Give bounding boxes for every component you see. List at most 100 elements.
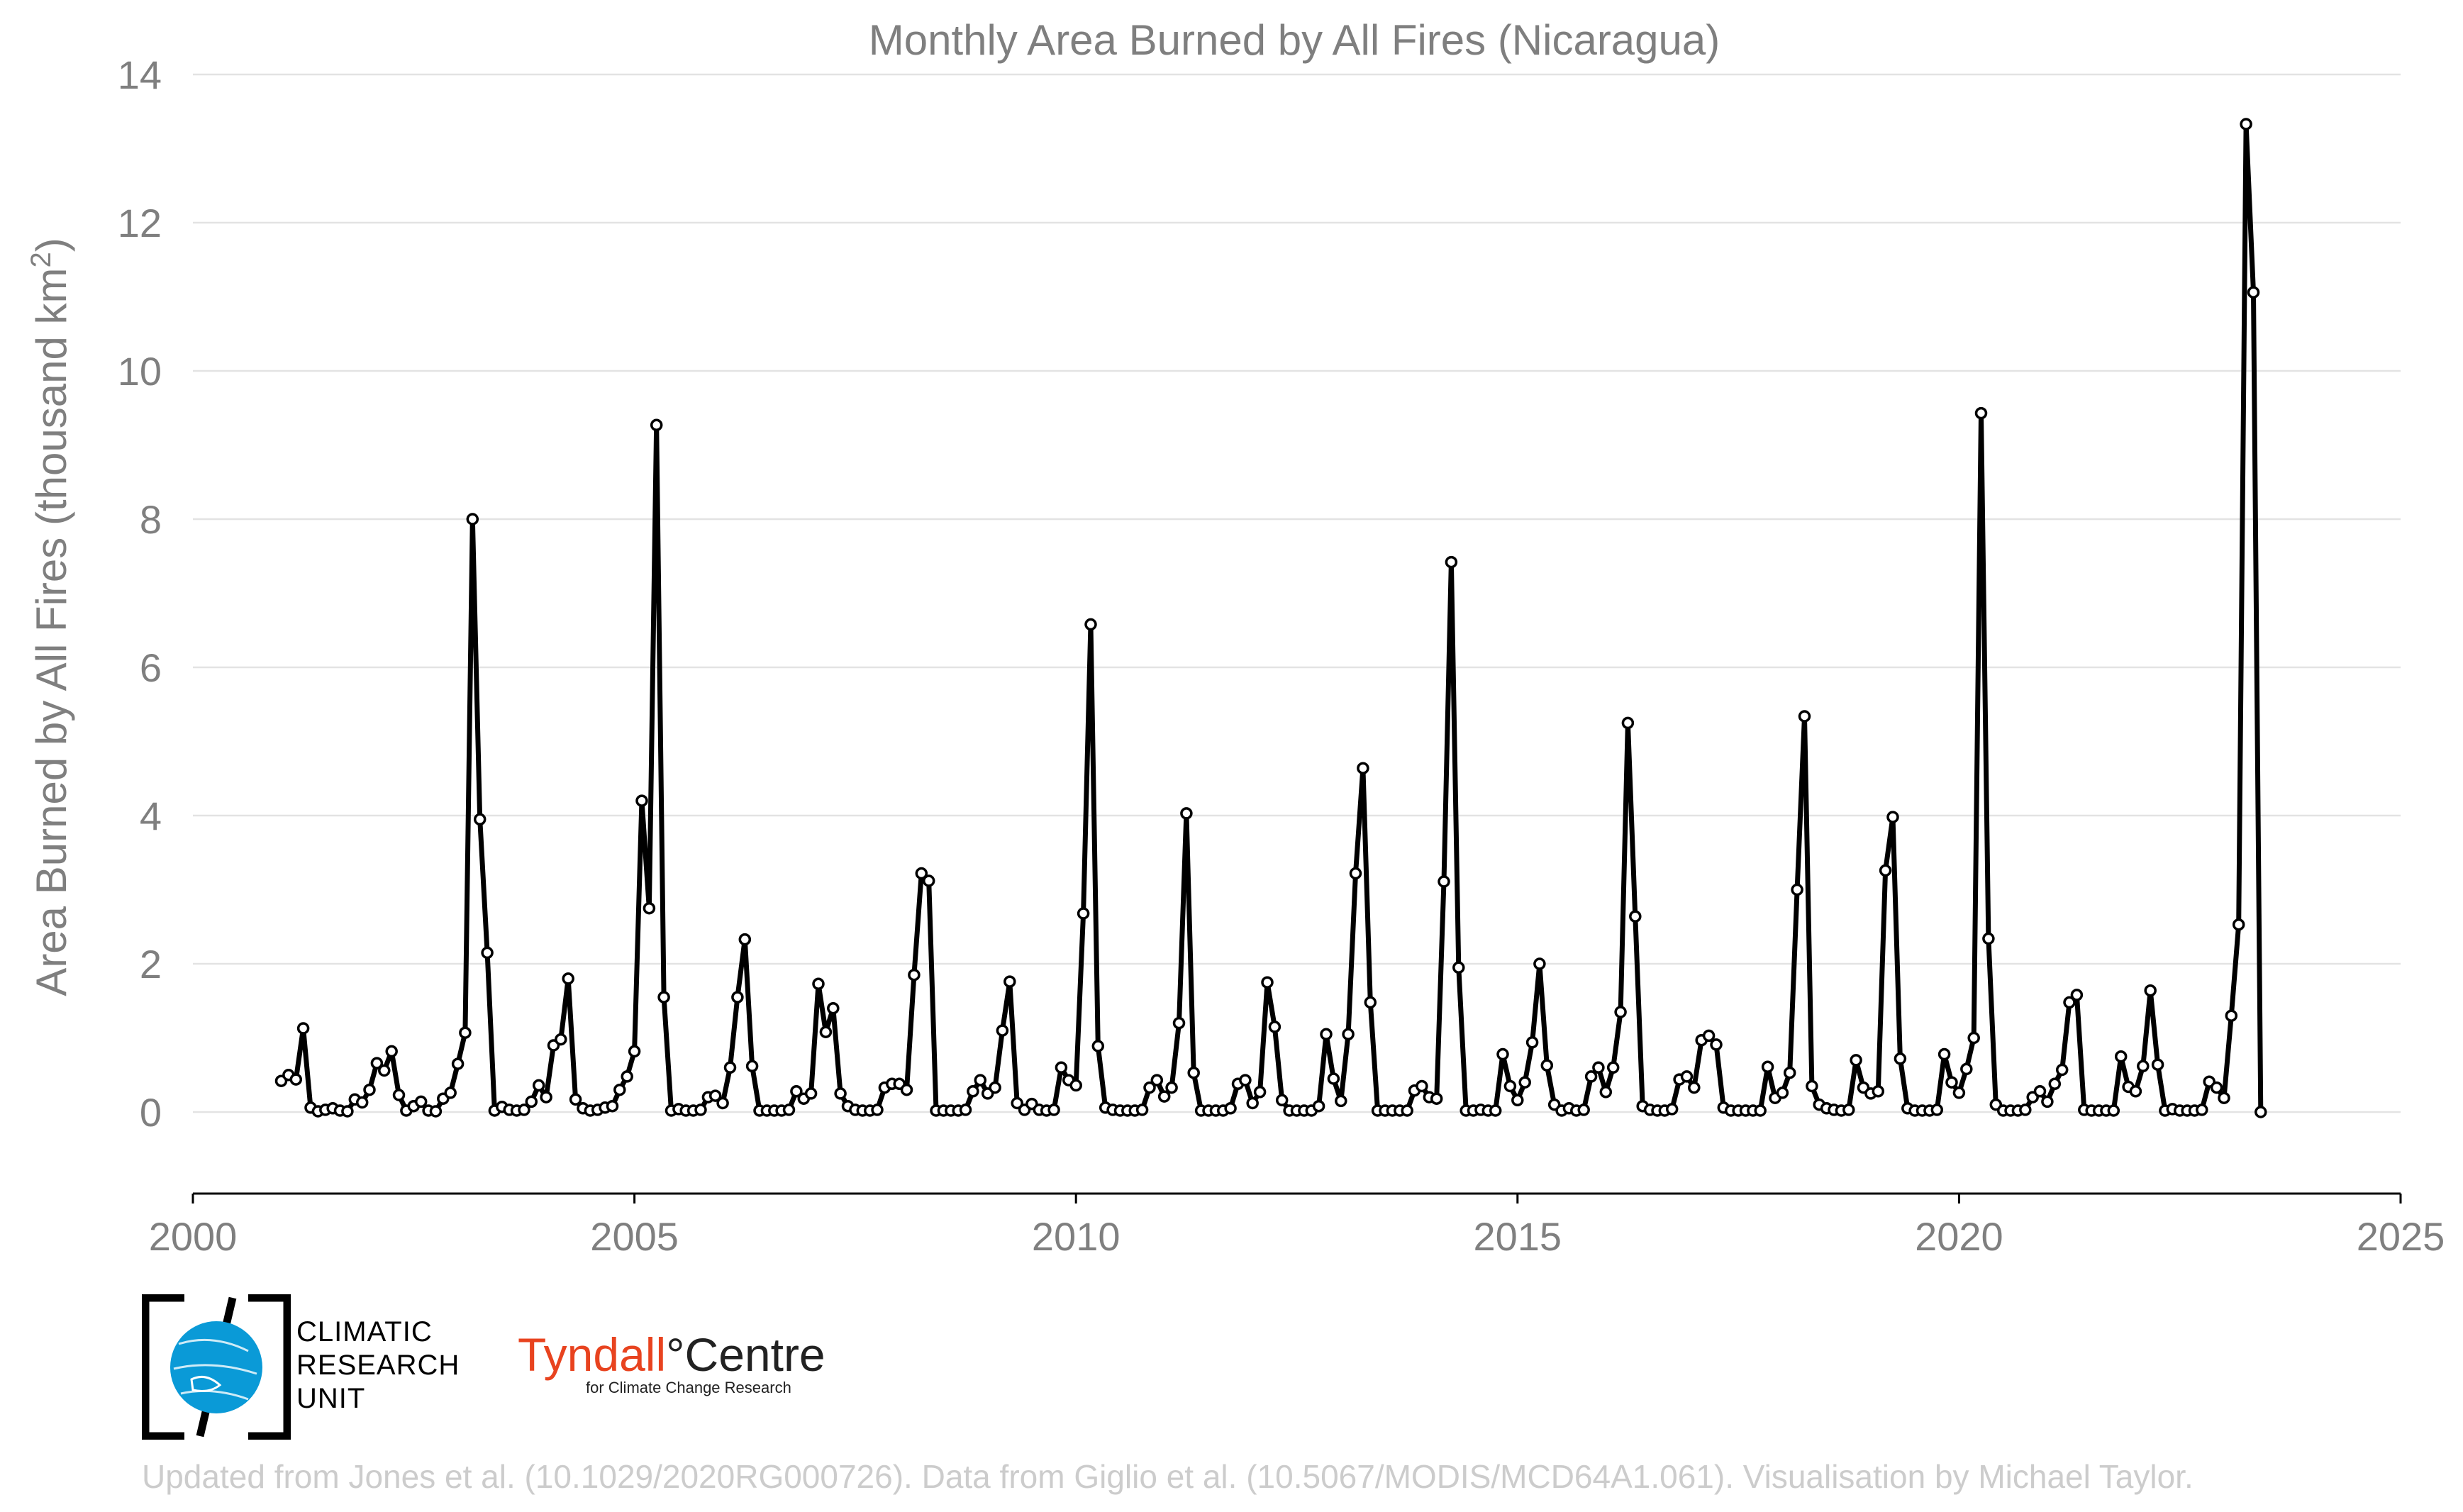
data-point <box>569 1093 582 1106</box>
data-point <box>2225 1009 2238 1022</box>
x-tick-label: 2005 <box>590 1214 679 1259</box>
data-point <box>1791 883 1803 896</box>
y-tick-label: 4 <box>140 794 162 838</box>
data-point <box>2019 1104 2032 1116</box>
data-point <box>628 1045 641 1058</box>
data-point <box>1275 1094 1289 1107</box>
data-point <box>871 1104 884 1116</box>
y-tick-label: 8 <box>140 497 162 542</box>
y-tick-label: 10 <box>118 349 162 394</box>
data-point <box>1680 1070 1694 1083</box>
data-point <box>650 418 663 432</box>
cru-logo <box>142 1294 291 1440</box>
data-point <box>2070 989 2084 1001</box>
data-point <box>1930 1104 1944 1116</box>
data-point <box>532 1079 545 1092</box>
data-point <box>2055 1063 2069 1077</box>
data-point <box>1416 1079 1428 1093</box>
data-point <box>1967 1031 1980 1045</box>
data-point <box>1430 1092 1443 1105</box>
data-point <box>378 1064 391 1077</box>
data-point <box>613 1083 626 1096</box>
data-point <box>1754 1104 1767 1117</box>
data-points <box>274 118 2267 1118</box>
data-point <box>694 1104 707 1116</box>
data-point <box>1872 1085 1885 1098</box>
x-axis-ticks: 2000 2005 2010 2015 2020 2025 <box>149 1194 2445 1259</box>
data-point <box>745 1060 759 1073</box>
data-point <box>2129 1085 2142 1098</box>
data-point <box>2210 1081 2223 1094</box>
data-point <box>1401 1104 1413 1117</box>
y-axis-ticks: 0 2 4 6 8 10 12 14 <box>118 52 162 1135</box>
data-point <box>1364 996 1377 1009</box>
data-point <box>414 1095 428 1108</box>
data-point <box>2151 1058 2164 1071</box>
data-point <box>1710 1038 1723 1051</box>
data-point <box>1327 1072 1340 1085</box>
data-point <box>1224 1102 1237 1115</box>
data-point <box>1091 1040 1105 1052</box>
data-point <box>1349 867 1362 880</box>
y-tick-label: 2 <box>140 942 162 986</box>
data-point <box>827 1001 840 1015</box>
data-point <box>1003 975 1016 988</box>
data-point <box>2218 1091 2230 1104</box>
data-point <box>2107 1104 2120 1117</box>
data-point <box>2041 1095 2054 1108</box>
data-point <box>1592 1061 1605 1074</box>
data-point <box>562 972 574 985</box>
data-point <box>1606 1061 1620 1074</box>
data-point <box>1665 1103 1679 1116</box>
data-point <box>1511 1094 1524 1107</box>
data-point <box>812 977 825 991</box>
data-point <box>1937 1047 1951 1061</box>
data-point <box>635 794 648 807</box>
data-point <box>1577 1104 1590 1116</box>
data-point <box>1157 1090 1171 1103</box>
data-point <box>1335 1094 1347 1108</box>
data-point <box>2232 918 2245 931</box>
data-point <box>1533 957 1546 970</box>
data-point <box>1960 1062 1973 1076</box>
x-tick-label: 2000 <box>149 1214 238 1259</box>
x-tick-label: 2025 <box>2357 1214 2445 1259</box>
data-point <box>1312 1099 1325 1113</box>
data-point <box>1806 1079 1818 1093</box>
data-point <box>1702 1029 1716 1043</box>
data-point <box>738 933 752 946</box>
data-point <box>657 991 670 1004</box>
x-tick-label: 2010 <box>1032 1214 1121 1259</box>
data-point <box>1886 811 1899 823</box>
data-point <box>555 1033 567 1046</box>
data-point <box>1952 1086 1966 1099</box>
data-point <box>1055 1061 1068 1074</box>
data-point <box>1761 1060 1774 1074</box>
data-point <box>1503 1079 1517 1093</box>
data-point <box>466 513 479 526</box>
grid <box>193 73 2401 1113</box>
data-point <box>1894 1052 1907 1065</box>
data-point <box>1614 1006 1627 1018</box>
data-point <box>1069 1079 1082 1092</box>
data-point <box>1518 1076 1531 1089</box>
data-point <box>363 1083 376 1096</box>
data-point <box>385 1045 398 1058</box>
data-point <box>2048 1077 2062 1091</box>
data-point <box>790 1085 803 1098</box>
data-point <box>1945 1076 1958 1089</box>
data-point <box>1489 1104 1502 1117</box>
data-point <box>643 901 656 915</box>
tyndall-logo: Tyndall°Centre for Climate Change Resear… <box>518 1328 825 1396</box>
data-point <box>1599 1086 1613 1099</box>
data-point <box>2247 286 2260 299</box>
data-point <box>1850 1054 1862 1067</box>
data-point <box>1452 961 1465 974</box>
data-point <box>708 1089 722 1102</box>
data-point <box>2144 984 2157 997</box>
data-point <box>1783 1066 1796 1079</box>
data-point <box>606 1099 619 1113</box>
data-point <box>723 1061 737 1074</box>
data-point <box>2240 118 2252 130</box>
data-point <box>1246 1096 1259 1110</box>
